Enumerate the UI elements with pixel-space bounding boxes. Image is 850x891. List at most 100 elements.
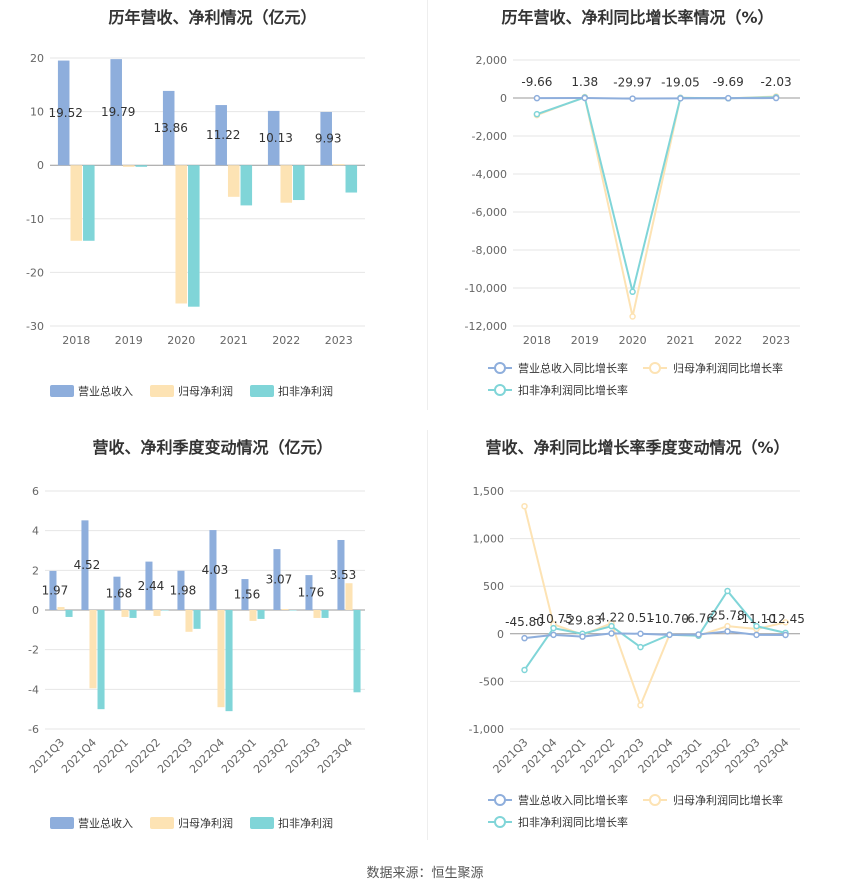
legend-label: 营业总收入同比增长率 [518, 361, 628, 375]
data-point [521, 666, 528, 674]
bar [185, 610, 193, 632]
data-label: 19.52 [49, 106, 83, 120]
legend-swatch [50, 385, 74, 397]
data-point [677, 95, 684, 102]
legend-label: 归母净利润 [178, 816, 233, 830]
data-point [550, 631, 557, 639]
data-label: -45.80 [505, 615, 544, 629]
chart-panel-annual-amounts: 历年营收、净利情况（亿元） 20 10 0 -10 -20 -30 2018 2019 2020… [0, 0, 425, 430]
data-point [579, 633, 586, 640]
chart-panel-quarterly-amounts: 营收、净利季度变动情况（亿元） 6 4 2 0 -2 -4 -6 2021Q3 2021Q4 20… [0, 430, 425, 860]
x-tick-label: 2019 [571, 334, 599, 347]
series-line [536, 96, 777, 293]
bar [289, 610, 297, 611]
x-tick-label: 2022 [714, 334, 742, 347]
bar [89, 610, 97, 689]
data-label: 1.98 [170, 583, 197, 597]
series-line [536, 96, 777, 100]
data-label: 2.44 [138, 579, 165, 593]
data-point [629, 95, 636, 102]
y-tick-label: 0 [500, 92, 507, 105]
legend-label: 归母净利润同比增长率 [673, 793, 783, 807]
data-label: -11.10 [737, 612, 776, 626]
bar [281, 609, 289, 610]
bar [267, 110, 280, 166]
data-label: 1.38 [571, 75, 598, 89]
bar [273, 549, 281, 610]
bar [280, 165, 293, 203]
x-tick-label: 2018 [523, 334, 551, 347]
y-tick-label: 4 [32, 525, 39, 538]
data-label: 1.68 [106, 586, 133, 600]
chart-title: 营收、净利季度变动情况（亿元） [92, 438, 333, 457]
y-tick-label: -2,000 [472, 130, 507, 143]
bar [209, 530, 217, 610]
data-point [637, 701, 644, 709]
data-point [666, 631, 673, 639]
chart-panel-quarterly-growth: 营收、净利同比增长率季度变动情况（%） 1,500 1,000 500 0 -500 -1… [425, 430, 850, 860]
data-point [637, 643, 644, 651]
legend-label: 扣非净利润 [278, 384, 333, 398]
y-tick-label: -6 [28, 723, 39, 736]
legend-label: 归母净利润 [178, 384, 233, 398]
data-label: -2.03 [761, 75, 792, 89]
legend-label: 扣非净利润 [278, 816, 333, 830]
data-label: -19.05 [661, 75, 700, 89]
x-tick-label: 2020 [619, 334, 647, 347]
series-line [523, 589, 786, 671]
data-point [753, 622, 760, 630]
legend-swatch-marker [494, 362, 506, 374]
bar [177, 570, 185, 610]
bar [305, 575, 313, 610]
legend-swatch [250, 817, 274, 829]
legend-swatch [150, 385, 174, 397]
bar [193, 610, 201, 629]
x-tick-label: 2023 [762, 334, 790, 347]
data-label: -29.97 [613, 76, 652, 90]
data-point [521, 502, 528, 510]
data-label: 1.97 [42, 583, 69, 597]
bar [353, 610, 361, 693]
bar [313, 610, 321, 618]
bar [321, 610, 329, 618]
x-tick-label: 2022 [272, 334, 300, 347]
y-tick-label: -30 [26, 320, 44, 333]
bar [257, 610, 265, 619]
y-tick-label: -500 [479, 675, 504, 688]
data-label: 25.78 [710, 608, 744, 622]
bar [110, 59, 122, 166]
data-point [782, 619, 789, 626]
data-label: -12.45 [766, 612, 805, 626]
data-label: 4.52 [74, 558, 101, 572]
data-label: -10.70 [650, 612, 689, 626]
data-point [629, 288, 636, 296]
bar [81, 520, 89, 610]
data-label: -6.76 [683, 611, 714, 625]
bar [227, 165, 240, 197]
y-tick-label: -10 [26, 213, 44, 226]
y-tick-label: -8,000 [472, 244, 507, 257]
data-point [533, 110, 541, 118]
bar [162, 90, 175, 166]
legend-swatch-marker [649, 362, 661, 374]
data-point [772, 94, 780, 102]
quarterly-amounts-chart: 6420-2-4-62021Q32021Q42022Q12022Q22022Q3… [27, 485, 365, 830]
chart-panel-annual-growth: 历年营收、净利同比增长率情况（%） 2,000 0 -2,000 -4,000 -6,0… [425, 0, 850, 430]
bar [175, 165, 188, 304]
data-point [550, 624, 557, 632]
bar [241, 579, 249, 610]
bar [337, 539, 345, 610]
y-tick-label: -6,000 [472, 206, 507, 219]
data-label: 4.22 [598, 610, 625, 624]
data-point [724, 628, 731, 635]
annual-amounts-chart: 20 10 0 -10 -20 -30 2018 2019 2020 2021 2022 2023 19… [26, 52, 365, 398]
y-tick-label: 0 [37, 159, 44, 172]
bar [65, 610, 73, 617]
data-point [637, 630, 644, 638]
y-tick-label: 0 [497, 628, 504, 641]
y-tick-label: -10,000 [465, 282, 507, 295]
bar [121, 610, 129, 617]
x-tick-label: 2023Q4 [315, 736, 355, 776]
data-point [724, 587, 731, 595]
legend-label: 扣非净利润同比增长率 [518, 383, 628, 397]
